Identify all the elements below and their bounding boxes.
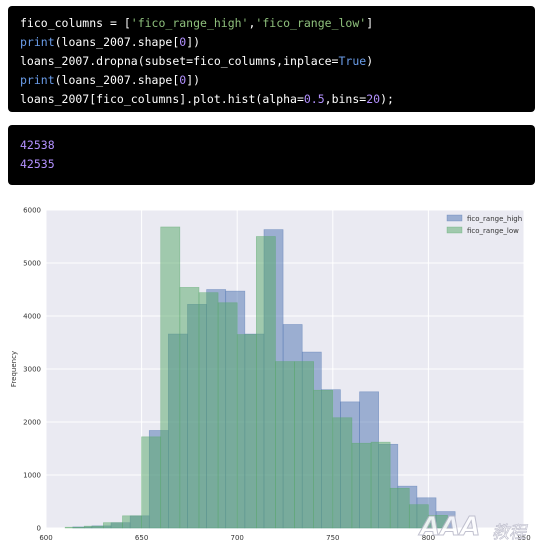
histogram-bar-fico-range-low xyxy=(428,514,448,529)
code-line: loans_2007.dropna(subset=fico_columns,in… xyxy=(20,52,523,71)
y-axis-label: Frequency xyxy=(10,351,18,387)
code-token: print xyxy=(20,35,55,49)
code-token: 0 xyxy=(179,73,187,87)
x-tick-labels: 600 650 700 750 800 850 xyxy=(39,534,530,542)
y-tick-label: 5000 xyxy=(23,260,41,268)
code-token: ]) xyxy=(186,73,201,87)
histogram-bar-fico-range-low xyxy=(122,515,142,529)
histogram-bar-fico-range-low xyxy=(64,526,85,529)
legend-swatch-fico-range-low xyxy=(446,226,463,234)
histogram-bar-fico-range-low xyxy=(179,287,200,529)
code-token: ,bins= xyxy=(324,92,367,106)
code-token: True xyxy=(338,54,367,68)
watermark-logo-text: AAA xyxy=(418,512,480,542)
x-tick-label: 600 xyxy=(39,534,52,542)
code-token: ) xyxy=(366,54,374,68)
x-tick-label: 800 xyxy=(422,534,435,542)
histogram-bar-fico-range-low xyxy=(217,302,238,529)
legend-label-fico-range-high: fico_range_high xyxy=(467,215,522,223)
histogram-bar-fico-range-low xyxy=(256,236,276,529)
histogram-bar-fico-range-low xyxy=(294,361,314,529)
histogram-bar-fico-range-low xyxy=(313,389,334,529)
legend-swatch-fico-range-high xyxy=(446,214,463,222)
legend: fico_range_high fico_range_low xyxy=(446,214,522,235)
code-line: print(loans_2007.shape[0]) xyxy=(20,71,523,90)
code-token: fico_columns = [ xyxy=(20,16,131,30)
code-token: print xyxy=(20,73,55,87)
code-token: loans_2007.dropna(subset=fico_columns,in… xyxy=(20,54,339,68)
output-cell: 42538 42535 xyxy=(8,125,535,185)
code-token: (loans_2007.shape[ xyxy=(54,73,180,87)
code-token: , xyxy=(248,16,256,30)
x-tick-label: 650 xyxy=(135,534,148,542)
histogram-bar-fico-range-low xyxy=(370,441,391,529)
watermark-logo: AAA 教程 xyxy=(418,512,529,544)
y-tick-label: 0 xyxy=(37,525,41,533)
histogram-bar-fico-range-low xyxy=(160,226,181,529)
code-token: 'fico_range_high' xyxy=(130,16,249,30)
histogram-bar-fico-range-low xyxy=(141,436,162,529)
code-token: 20 xyxy=(366,92,381,106)
code-token: loans_2007[fico_columns].plot.hist(alpha… xyxy=(20,92,304,106)
y-tick-label: 1000 xyxy=(23,472,41,480)
code-token: ] xyxy=(366,16,374,30)
code-token: 0 xyxy=(179,35,187,49)
code-cell[interactable]: fico_columns = ['fico_range_high','fico_… xyxy=(8,6,535,112)
y-tick-labels: 0 1000 2000 3000 4000 5000 6000 xyxy=(23,207,41,533)
output-line: 42538 xyxy=(20,138,55,152)
code-token: (loans_2007.shape[ xyxy=(54,35,180,49)
histogram-bar-fico-range-low xyxy=(198,292,219,529)
code-token: 'fico_range_low' xyxy=(255,16,367,30)
histogram-bar-fico-range-low xyxy=(332,417,353,529)
histogram-bar-fico-range-low xyxy=(83,525,104,529)
histogram-bar-fico-range-low xyxy=(351,442,372,529)
code-token: ]) xyxy=(186,35,201,49)
histogram-bar-fico-range-low xyxy=(275,361,295,529)
code-token: 0.5 xyxy=(303,92,325,106)
y-tick-label: 6000 xyxy=(23,207,41,215)
histogram-chart: 0 1000 2000 3000 4000 5000 6000 600 650 700 750 80… xyxy=(10,207,531,544)
x-tick-label: 700 xyxy=(231,534,244,542)
x-tick-label: 850 xyxy=(517,534,530,542)
watermark-suffix-text: 教程 xyxy=(492,523,528,543)
y-tick-label: 4000 xyxy=(23,313,41,321)
legend-label-fico-range-low: fico_range_low xyxy=(467,227,519,235)
histogram-bar-fico-range-low xyxy=(103,522,123,529)
x-tick-label: 750 xyxy=(326,534,339,542)
histogram-bar-fico-range-low xyxy=(389,487,410,529)
code-token: ); xyxy=(380,92,394,106)
histogram-bar-fico-range-low xyxy=(236,334,257,529)
y-tick-label: 3000 xyxy=(23,366,41,374)
code-line: print(loans_2007.shape[0]) xyxy=(20,33,523,52)
histogram-bars xyxy=(64,226,456,529)
code-line: loans_2007[fico_columns].plot.hist(alpha… xyxy=(20,90,523,109)
y-tick-label: 2000 xyxy=(23,419,41,427)
code-line: fico_columns = ['fico_range_high','fico_… xyxy=(20,14,523,33)
output-line: 42535 xyxy=(20,157,55,171)
